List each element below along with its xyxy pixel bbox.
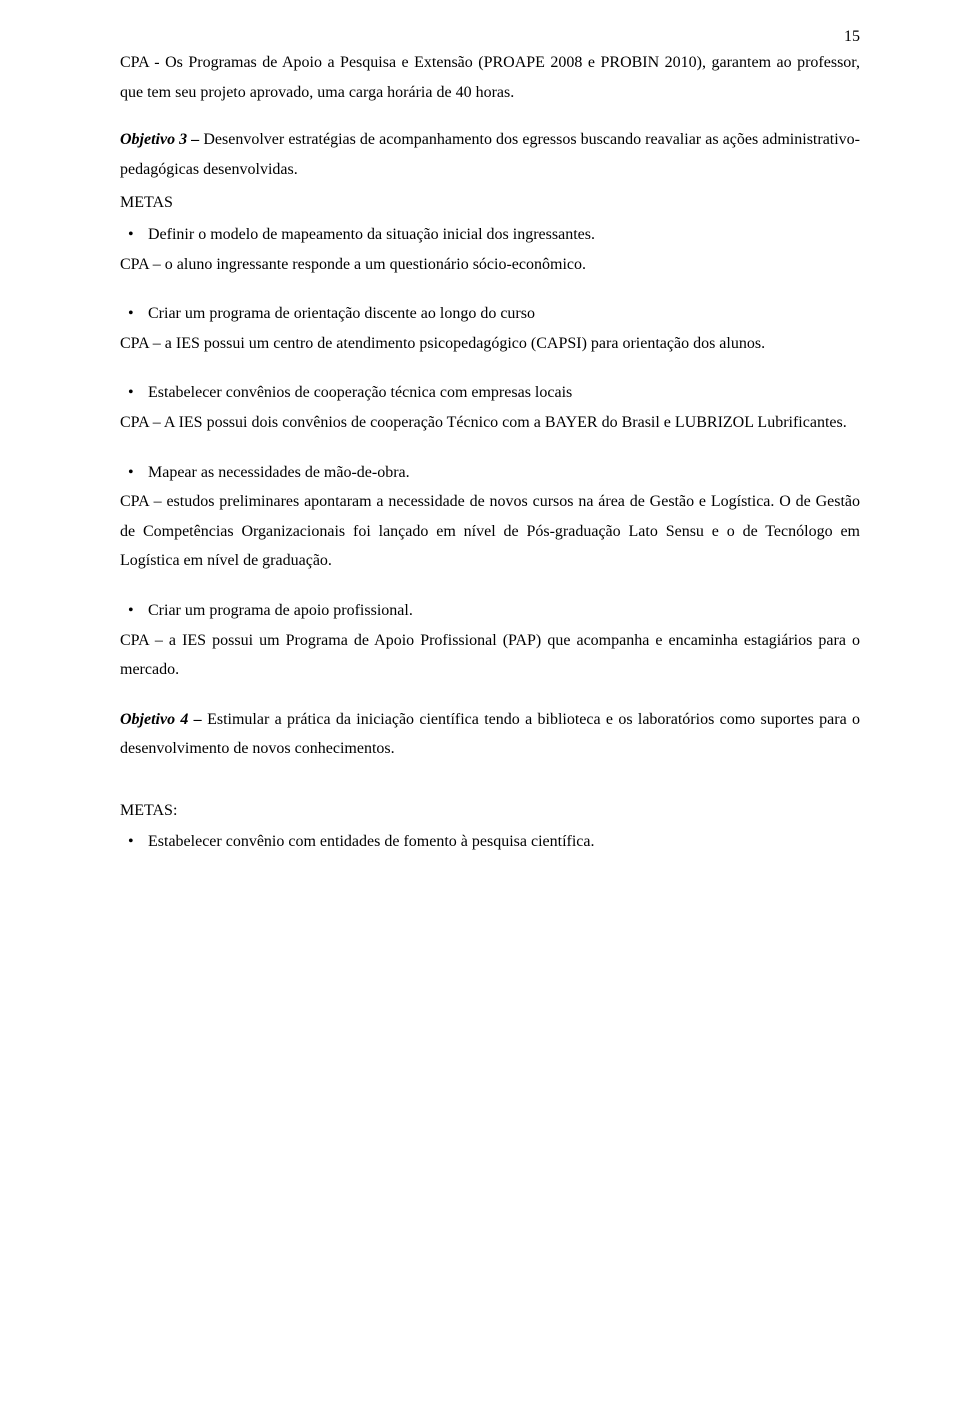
bullet-apoio-profissional: Criar um programa de apoio profissional. (120, 596, 860, 626)
bullet-mapear-mao-de-obra: Mapear as necessidades de mão-de-obra. (120, 458, 860, 488)
cpa-aluno-ingressante: CPA – o aluno ingressante responde a um … (120, 250, 860, 280)
objetivo-4-text: Estimular a prática da iniciação científ… (120, 711, 860, 758)
cpa-pap: CPA – a IES possui um Programa de Apoio … (120, 626, 860, 685)
metas-heading-1: METAS (120, 188, 860, 218)
cpa-bayer-lubrizol: CPA – A IES possui dois convênios de coo… (120, 408, 860, 438)
page-number: 15 (844, 28, 860, 46)
bullet-block-3: Estabelecer convênios de cooperação técn… (120, 378, 860, 437)
bullet-convenios: Estabelecer convênios de cooperação técn… (120, 378, 860, 408)
objetivo-3: Objetivo 3 – Desenvolver estratégias de … (120, 125, 860, 184)
bullet-block-1: Definir o modelo de mapeamento da situaç… (120, 220, 860, 279)
cpa-estudos-preliminares: CPA – estudos preliminares apontaram a n… (120, 487, 860, 576)
bullet-criar-orientacao: Criar um programa de orientação discente… (120, 299, 860, 329)
cpa-capsi: CPA – a IES possui um centro de atendime… (120, 329, 860, 359)
bullet-block-4: Mapear as necessidades de mão-de-obra. C… (120, 458, 860, 576)
objetivo-4-label: Objetivo 4 – (120, 711, 202, 728)
metas-heading-2: METAS: (120, 796, 860, 826)
objetivo-3-label: Objetivo 3 – (120, 131, 199, 148)
bullet-block-5: Criar um programa de apoio profissional.… (120, 596, 860, 685)
bullet-block-6: Estabelecer convênio com entidades de fo… (120, 827, 860, 857)
paragraph-cpa-programas: CPA - Os Programas de Apoio a Pesquisa e… (120, 48, 860, 107)
bullet-block-2: Criar um programa de orientação discente… (120, 299, 860, 358)
bullet-definir-modelo: Definir o modelo de mapeamento da situaç… (120, 220, 860, 250)
objetivo-3-text: Desenvolver estratégias de acompanhament… (120, 131, 860, 178)
bullet-convenio-pesquisa: Estabelecer convênio com entidades de fo… (120, 827, 860, 857)
objetivo-4: Objetivo 4 – Estimular a prática da inic… (120, 705, 860, 764)
